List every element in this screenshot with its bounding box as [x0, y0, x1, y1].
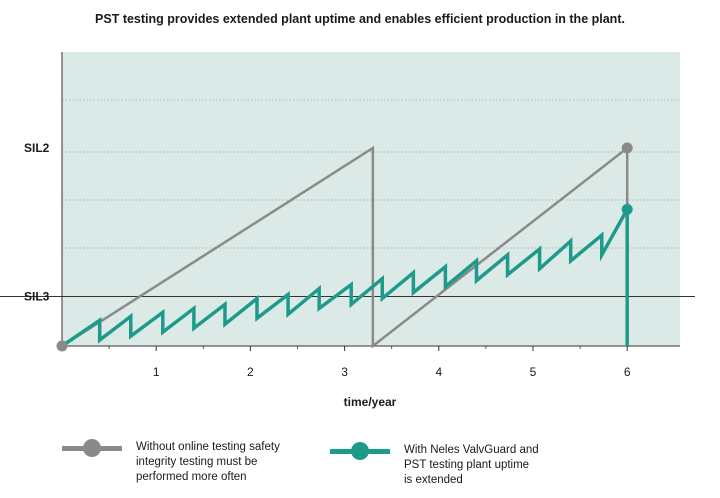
x-tick-label: 1 — [153, 365, 160, 379]
legend-swatch-teal — [330, 442, 390, 460]
series-line-with-pst — [61, 202, 629, 348]
chart-title: PST testing provides extended plant upti… — [95, 12, 625, 26]
legend-item-with-pst: With Neles ValvGuard and PST testing pla… — [330, 442, 539, 488]
x-tick-label: 5 — [530, 365, 537, 379]
x-tick-label: 6 — [624, 365, 631, 379]
legend-label-without-pst: Without online testing safety integrity … — [136, 441, 280, 483]
y-tick-label-sil3: SIL3 — [24, 290, 50, 304]
legend-item-without-pst: Without online testing safety integrity … — [62, 439, 280, 485]
x-tick-label: 2 — [247, 365, 254, 379]
x-tick-label: 4 — [435, 365, 442, 379]
legend-label-with-pst: With Neles ValvGuard and PST testing pla… — [404, 444, 539, 486]
legend-swatch-gray — [62, 439, 122, 457]
series-marker — [621, 142, 633, 154]
series-marker — [621, 203, 633, 215]
series-marker — [56, 340, 68, 352]
plot-background — [62, 52, 680, 346]
x-axis-label: time/year — [344, 395, 397, 409]
x-tick-label: 3 — [341, 365, 348, 379]
y-tick-label-sil2: SIL2 — [24, 141, 50, 155]
